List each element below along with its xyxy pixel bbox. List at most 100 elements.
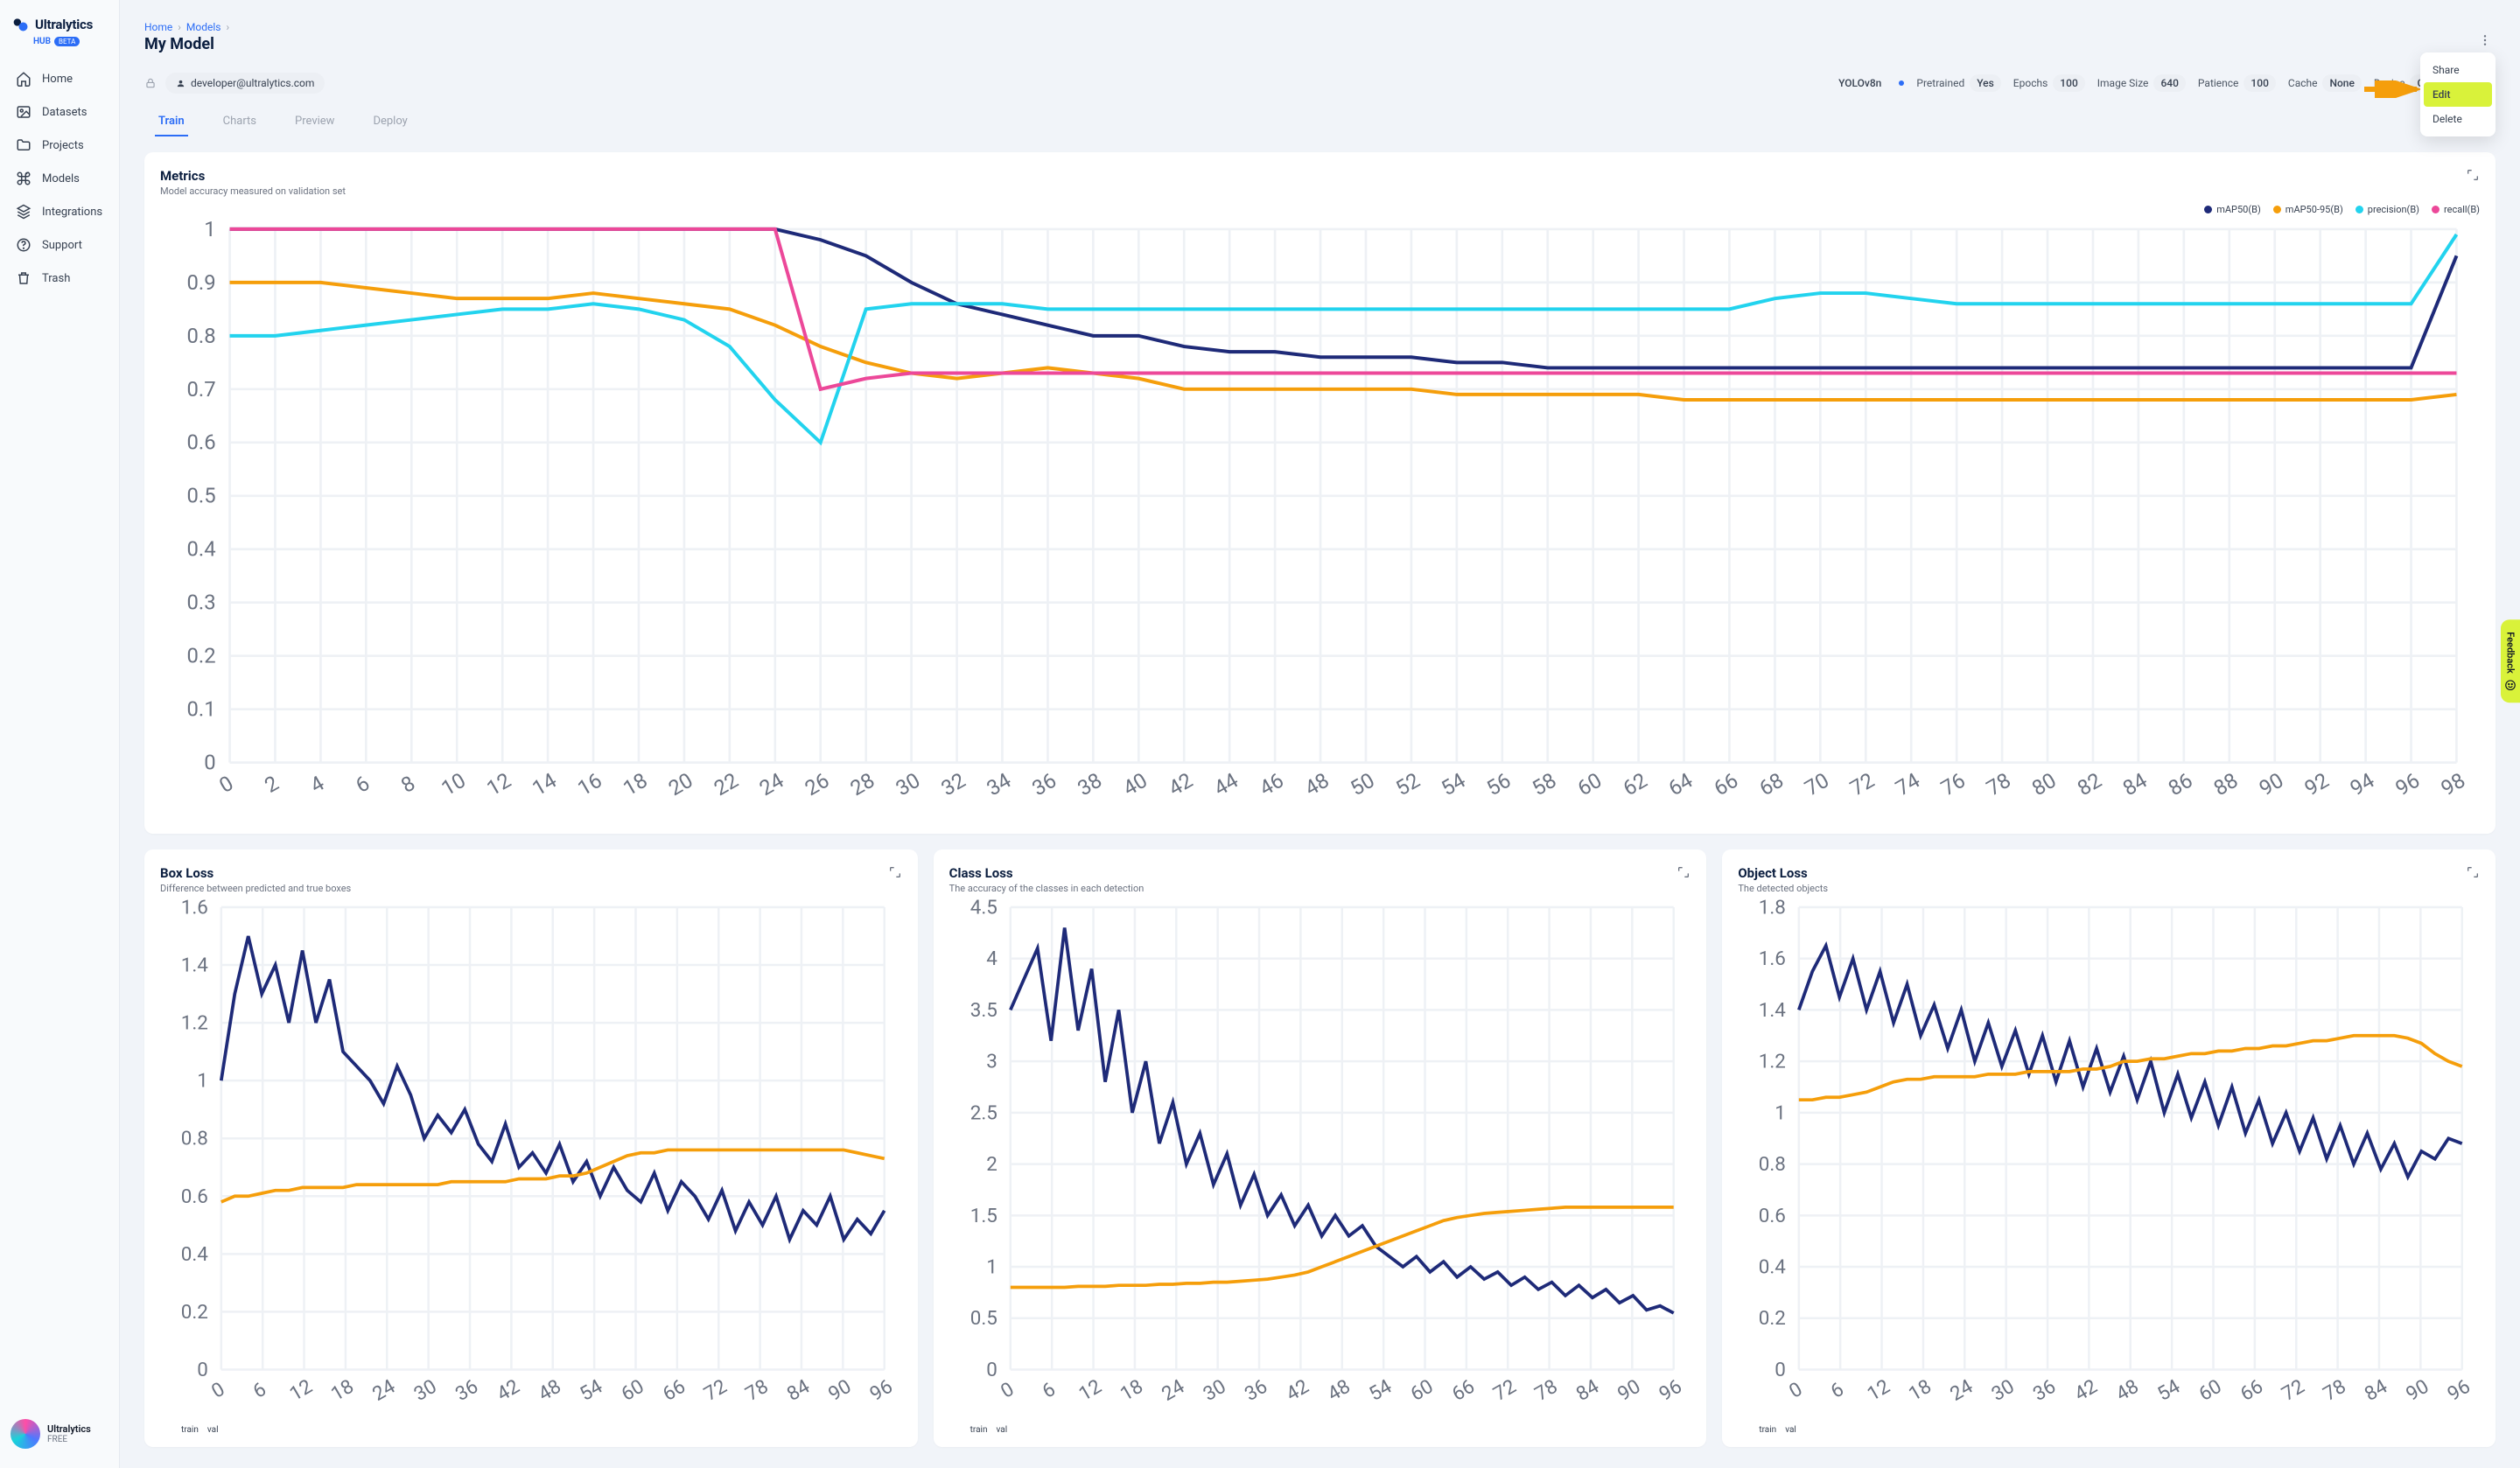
model-name: YOLOv8n xyxy=(1838,77,1881,89)
svg-text:0.1: 0.1 xyxy=(187,697,216,722)
svg-text:54: 54 xyxy=(576,1375,606,1406)
nav-projects[interactable]: Projects xyxy=(0,129,119,162)
expand-icon[interactable] xyxy=(888,865,902,879)
model-header-row: developer@ultralytics.com YOLOv8n Pretra… xyxy=(144,73,2496,94)
svg-text:0: 0 xyxy=(207,1378,228,1403)
svg-text:60: 60 xyxy=(618,1375,648,1406)
breadcrumb-home[interactable]: Home xyxy=(144,21,172,33)
svg-text:0.8: 0.8 xyxy=(1759,1153,1786,1176)
svg-text:30: 30 xyxy=(410,1375,441,1406)
brand-name: Ultralytics xyxy=(35,17,93,32)
svg-text:82: 82 xyxy=(2073,768,2105,801)
svg-text:4: 4 xyxy=(306,771,329,798)
svg-text:26: 26 xyxy=(801,768,833,801)
svg-text:68: 68 xyxy=(1755,768,1788,801)
nav: Home Datasets Projects Models Integratio… xyxy=(0,62,119,295)
breadcrumb: Home › Models › xyxy=(144,21,2496,33)
svg-text:3.5: 3.5 xyxy=(970,999,997,1022)
loss-title: Class Loss xyxy=(949,865,1144,881)
nav-integrations[interactable]: Integrations xyxy=(0,195,119,228)
svg-text:20: 20 xyxy=(664,768,696,801)
dropdown-edit[interactable]: Edit xyxy=(2424,82,2492,107)
svg-text:90: 90 xyxy=(824,1375,855,1406)
legend-item[interactable]: precision(B) xyxy=(2356,204,2419,215)
nav-models[interactable]: Models xyxy=(0,162,119,195)
svg-text:96: 96 xyxy=(1655,1375,1685,1406)
svg-text:24: 24 xyxy=(1158,1375,1188,1406)
meta-patience-value: 100 xyxy=(2244,74,2275,92)
logo-icon xyxy=(12,16,30,33)
owner-pill[interactable]: developer@ultralytics.com xyxy=(165,73,325,94)
svg-text:0: 0 xyxy=(1775,1359,1787,1381)
legend-item[interactable]: mAP50-95(B) xyxy=(2273,204,2343,215)
svg-text:14: 14 xyxy=(528,768,560,801)
svg-text:44: 44 xyxy=(1210,768,1242,801)
nav-integrations-label: Integrations xyxy=(42,206,102,219)
breadcrumb-models[interactable]: Models xyxy=(186,21,221,33)
legend-item[interactable]: val xyxy=(1785,1425,1796,1435)
svg-text:60: 60 xyxy=(1406,1375,1437,1406)
nav-home-label: Home xyxy=(42,73,73,86)
svg-text:78: 78 xyxy=(1982,768,2014,801)
tab-charts[interactable]: Charts xyxy=(220,108,260,136)
svg-text:1.4: 1.4 xyxy=(1759,999,1787,1022)
svg-text:32: 32 xyxy=(937,768,970,801)
nav-trash[interactable]: Trash xyxy=(0,262,119,295)
dropdown-delete[interactable]: Delete xyxy=(2420,107,2496,131)
meta-imgsize-label: Image Size xyxy=(2097,77,2149,89)
legend-item[interactable]: val xyxy=(207,1425,219,1435)
legend-item[interactable]: val xyxy=(997,1425,1008,1435)
user-name: Ultralytics xyxy=(47,1423,91,1435)
svg-text:96: 96 xyxy=(866,1375,897,1406)
metrics-chart: 00.10.20.30.40.50.60.70.80.9102468101214… xyxy=(160,215,2480,818)
svg-text:42: 42 xyxy=(1282,1375,1312,1406)
dropdown-share[interactable]: Share xyxy=(2420,58,2496,82)
legend-item[interactable]: mAP50(B) xyxy=(2204,204,2261,215)
chevron-right-icon: › xyxy=(226,21,229,33)
svg-text:52: 52 xyxy=(1391,768,1424,801)
nav-datasets[interactable]: Datasets xyxy=(0,95,119,129)
svg-text:48: 48 xyxy=(535,1375,565,1406)
svg-text:48: 48 xyxy=(1300,768,1333,801)
user-footer[interactable]: Ultralytics FREE xyxy=(0,1410,119,1458)
svg-text:0.9: 0.9 xyxy=(187,270,216,295)
more-vertical-icon[interactable] xyxy=(2478,33,2492,47)
svg-text:64: 64 xyxy=(1664,768,1697,801)
tab-deploy[interactable]: Deploy xyxy=(369,108,410,136)
loss-chart: 00.20.40.60.811.21.41.61.806121824303642… xyxy=(1738,894,2480,1417)
expand-icon[interactable] xyxy=(1676,865,1690,879)
page-title: My Model xyxy=(144,35,2496,53)
expand-icon[interactable] xyxy=(2466,865,2480,879)
legend-item[interactable]: train xyxy=(1759,1425,1776,1435)
svg-text:90: 90 xyxy=(1614,1375,1644,1406)
command-icon xyxy=(16,171,32,186)
tab-preview[interactable]: Preview xyxy=(291,108,338,136)
nav-support[interactable]: Support xyxy=(0,228,119,262)
legend-item[interactable]: train xyxy=(181,1425,199,1435)
svg-text:38: 38 xyxy=(1074,768,1106,801)
meta-cache-label: Cache xyxy=(2288,77,2318,89)
svg-text:0.4: 0.4 xyxy=(187,537,216,562)
meta-epochs-value: 100 xyxy=(2053,74,2084,92)
loss-subtitle: The accuracy of the classes in each dete… xyxy=(949,883,1144,894)
svg-text:90: 90 xyxy=(2403,1375,2433,1406)
svg-text:6: 6 xyxy=(1038,1378,1059,1403)
svg-text:46: 46 xyxy=(1255,768,1287,801)
legend-item[interactable]: recall(B) xyxy=(2432,204,2480,215)
annotation-arrow-icon xyxy=(2364,80,2426,98)
nav-home[interactable]: Home xyxy=(0,62,119,95)
expand-icon[interactable] xyxy=(2466,168,2480,182)
loss-title: Box Loss xyxy=(160,865,351,881)
svg-text:0.2: 0.2 xyxy=(187,644,216,668)
svg-text:78: 78 xyxy=(1530,1375,1561,1406)
svg-text:1.8: 1.8 xyxy=(1759,897,1786,919)
svg-text:1: 1 xyxy=(204,217,215,241)
svg-text:28: 28 xyxy=(846,768,878,801)
tab-train[interactable]: Train xyxy=(155,108,188,136)
svg-text:0.2: 0.2 xyxy=(181,1301,208,1324)
svg-text:42: 42 xyxy=(493,1375,523,1406)
legend-item[interactable]: train xyxy=(970,1425,988,1435)
svg-text:12: 12 xyxy=(286,1375,317,1406)
avatar xyxy=(10,1419,40,1449)
feedback-button[interactable]: Feedback xyxy=(2501,619,2520,703)
